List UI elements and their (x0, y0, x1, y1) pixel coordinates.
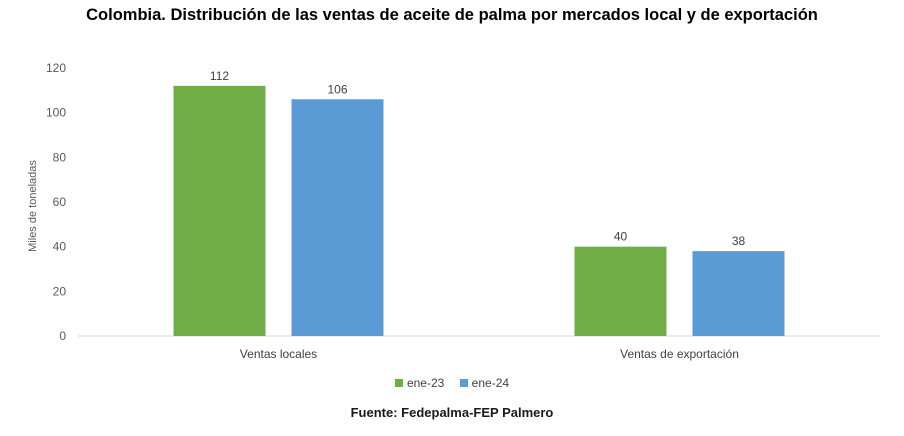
legend: ene-23 ene-24 (0, 376, 904, 390)
legend-swatch-ene-24 (459, 379, 468, 387)
bar-chart: 0 20 40 60 80 100 120 Miles de toneladas 112 10… (27, 61, 880, 361)
x-category-label: Ventas locales (240, 347, 317, 361)
legend-label-ene-23: ene-23 (406, 376, 445, 390)
bar-ene-24-0 (291, 99, 384, 337)
legend-item-ene-23: ene-23 (394, 376, 445, 390)
y-axis: 0 20 40 60 80 100 120 (46, 61, 66, 343)
bar-data-label: 106 (327, 82, 347, 96)
bars-group: 112 106 40 38 (173, 69, 785, 337)
y-tick-label: 20 (53, 284, 67, 298)
y-tick-label: 40 (53, 240, 67, 254)
y-tick-label: 100 (46, 106, 66, 120)
x-category-label: Ventas de exportación (620, 347, 739, 361)
legend-label-ene-24: ene-24 (471, 376, 510, 390)
chart-title: Colombia. Distribución de las ventas de … (86, 6, 818, 24)
bar-data-label: 38 (732, 234, 746, 248)
legend-item-ene-24: ene-24 (459, 376, 510, 390)
bar-data-label: 40 (614, 230, 628, 244)
bar-ene-24-1 (692, 251, 785, 336)
y-tick-label: 0 (59, 329, 66, 343)
y-tick-label: 60 (53, 195, 67, 209)
legend-swatch-ene-23 (394, 379, 403, 387)
y-tick-label: 80 (53, 150, 67, 164)
x-axis-categories: Ventas locales Ventas de exportación (240, 347, 739, 361)
bar-ene-23-1 (574, 246, 667, 336)
chart-source: Fuente: Fedepalma-FEP Palmero (350, 405, 554, 420)
bar-data-label: 112 (210, 69, 229, 83)
y-tick-label: 120 (46, 61, 66, 75)
bar-ene-23-0 (173, 85, 266, 336)
y-axis-label: Miles de toneladas (27, 160, 39, 252)
